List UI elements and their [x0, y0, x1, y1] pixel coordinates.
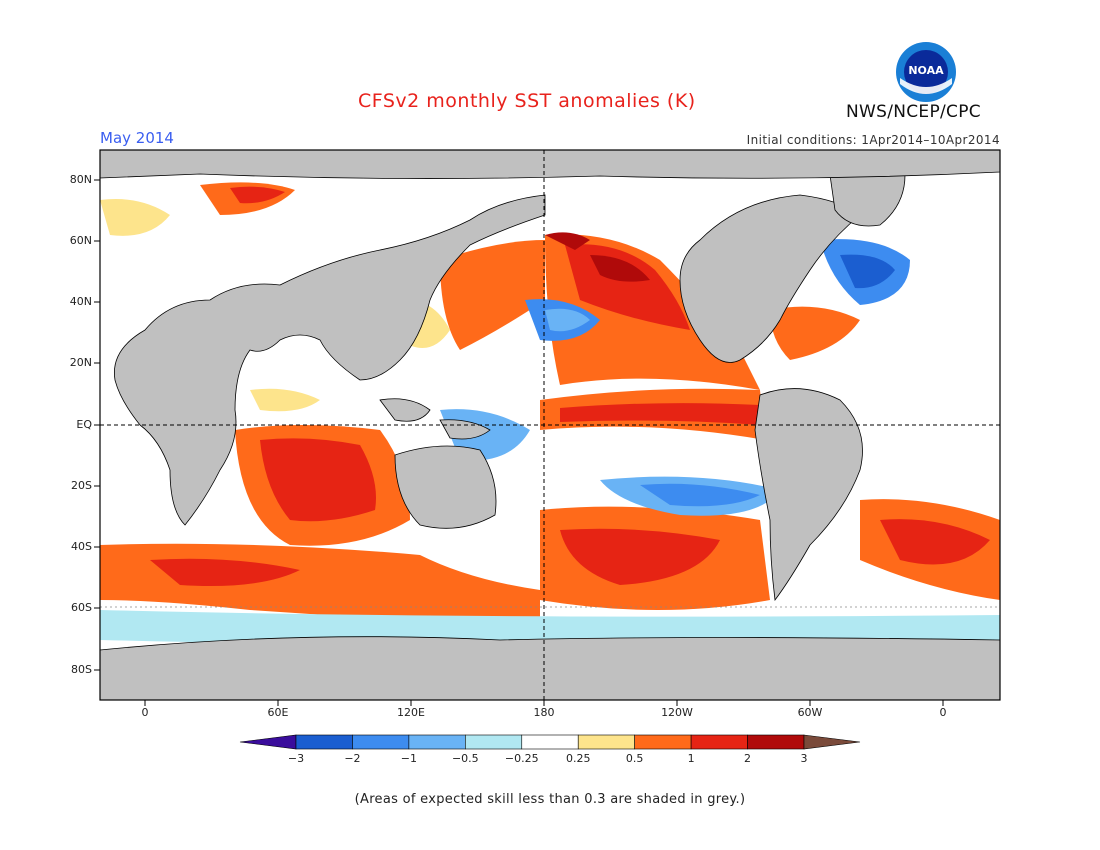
colorbar-max-arrow — [803, 734, 861, 750]
colorbar-bin — [295, 734, 353, 750]
map-title: CFSv2 monthly SST anomalies (K) — [358, 90, 696, 112]
colorbar-label: −2 — [344, 752, 361, 765]
noaa-logo: NOAA — [896, 42, 956, 102]
colorbar-label: 0.5 — [625, 752, 644, 765]
colorbar-label: −0.25 — [504, 752, 539, 765]
colorbar-bin — [465, 734, 523, 750]
colorbar-label: −1 — [400, 752, 417, 765]
colorbar-bin — [408, 734, 466, 750]
lat-label-60s: 60S — [71, 601, 92, 614]
lon-label-180: 180 — [533, 706, 555, 719]
colorbar-bin — [690, 734, 748, 750]
colorbar-label: 2 — [744, 752, 752, 765]
lon-label-120e: 120E — [397, 706, 425, 719]
skill-note: (Areas of expected skill less than 0.3 a… — [354, 792, 746, 807]
colorbar-label: −0.5 — [451, 752, 479, 765]
colorbar-label: −3 — [287, 752, 305, 765]
colorbar-bin — [521, 734, 579, 750]
axis-ticks — [94, 179, 944, 706]
lat-label-40s: 40S — [71, 540, 92, 553]
colorbar-label: 1 — [687, 752, 695, 765]
colorbar-min-arrow — [239, 734, 297, 750]
lon-label-60w: 60W — [797, 706, 823, 719]
agency-label: NWS/NCEP/CPC — [846, 102, 981, 122]
logo-inner-disk — [904, 50, 948, 94]
colorbar-bin — [352, 734, 410, 750]
lon-label-0-east: 0 — [939, 706, 947, 719]
colorbar-bin — [747, 734, 805, 750]
lat-label-20s: 20S — [71, 479, 92, 492]
lat-label-40n: 40N — [69, 295, 92, 308]
colorbar-bin — [577, 734, 635, 750]
colorbar-label: 3 — [800, 752, 808, 765]
lat-label-eq: EQ — [76, 418, 92, 431]
lat-label-20n: 20N — [69, 356, 92, 369]
lat-label-60n: 60N — [69, 234, 92, 247]
forecast-month: May 2014 — [100, 129, 174, 147]
lon-label-60e: 60E — [267, 706, 289, 719]
logo-wave — [900, 78, 952, 94]
lat-label-80n: 80N — [69, 173, 92, 186]
anomaly-field — [100, 182, 1000, 645]
initial-conditions: Initial conditions: 1Apr2014–10Apr2014 — [746, 133, 1000, 147]
lon-label-120w: 120W — [661, 706, 693, 719]
colorbar-label: 0.25 — [565, 752, 591, 765]
colorbar-bin — [634, 734, 692, 750]
lon-label-0-west: 0 — [141, 706, 149, 719]
logo-text: NOAA — [908, 64, 944, 77]
land-masses — [100, 150, 1000, 700]
lat-label-80s: 80S — [71, 663, 92, 676]
